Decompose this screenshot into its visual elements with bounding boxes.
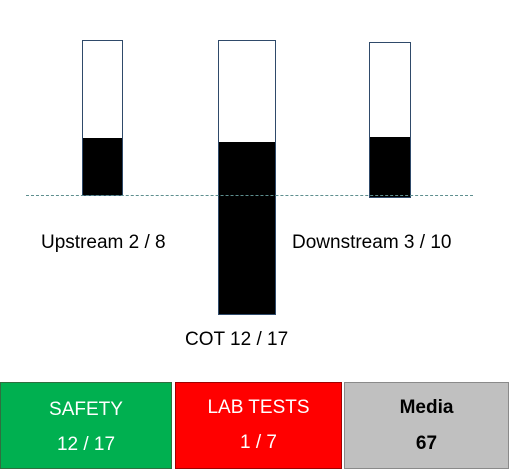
downstream-gauge-fill (370, 136, 410, 197)
safety-value: 12 / 17 (56, 434, 116, 455)
media-title: Media (399, 397, 454, 418)
upstream-label: Upstream 2 / 8 (41, 232, 166, 253)
cot-label: COT 12 / 17 (185, 329, 289, 350)
safety-tile[interactable]: SAFETY 12 / 17 (0, 382, 172, 469)
baseline-divider (26, 195, 473, 196)
cot-gauge (218, 40, 276, 315)
downstream-label: Downstream 3 / 10 (292, 232, 452, 253)
lab-tests-value: 1 / 7 (240, 432, 277, 453)
upstream-gauge (82, 40, 123, 196)
upstream-gauge-fill (83, 138, 122, 195)
cot-gauge-fill (219, 142, 275, 314)
media-value: 67 (415, 433, 438, 454)
lab-tests-title: LAB TESTS (207, 397, 310, 418)
downstream-gauge (369, 42, 411, 198)
safety-title: SAFETY (49, 399, 123, 420)
media-tile[interactable]: Media 67 (344, 382, 509, 469)
lab-tests-tile[interactable]: LAB TESTS 1 / 7 (175, 382, 342, 469)
